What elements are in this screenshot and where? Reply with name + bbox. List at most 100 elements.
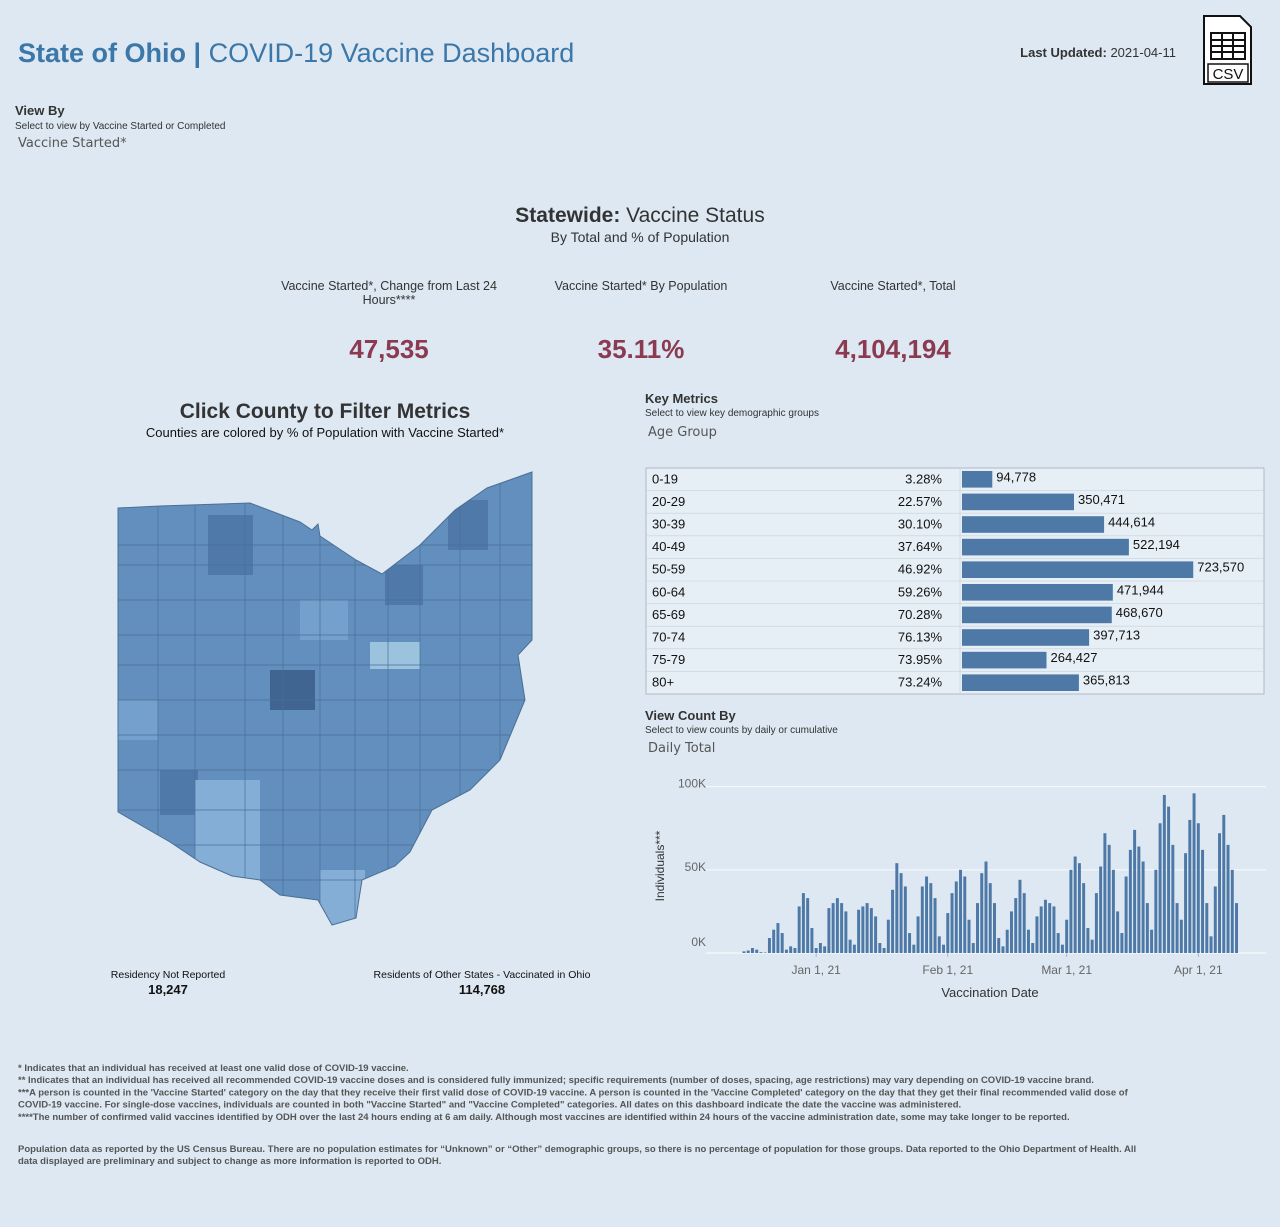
age-percent: 73.24% <box>898 675 943 690</box>
daily-bar <box>1023 893 1026 953</box>
map-note-value: 114,768 <box>459 982 505 997</box>
age-bar <box>962 539 1129 556</box>
age-bar <box>962 584 1113 601</box>
daily-bar <box>887 920 890 953</box>
daily-bar <box>785 950 788 953</box>
age-bar <box>962 652 1047 669</box>
daily-bar <box>1108 845 1111 953</box>
age-bar-label: 264,427 <box>1051 650 1098 665</box>
daily-bar <box>895 863 898 953</box>
key-metrics-title: Key Metrics <box>645 391 718 406</box>
county[interactable] <box>118 700 158 740</box>
csv-download[interactable]: CSV <box>1204 16 1251 84</box>
statewide-rest: Vaccine Status <box>626 204 765 227</box>
daily-bar <box>827 908 830 953</box>
daily-bar <box>759 952 762 953</box>
county[interactable] <box>385 565 423 605</box>
view-by-select[interactable]: Vaccine Started* <box>18 136 127 151</box>
daily-bar <box>874 916 877 953</box>
map-note-label: Residents of Other States - Vaccinated i… <box>374 969 591 981</box>
key-metrics-hint: Select to view key demographic groups <box>645 408 819 419</box>
daily-bar <box>1180 920 1183 953</box>
page-title: State of Ohio | COVID-19 Vaccine Dashboa… <box>18 38 574 68</box>
daily-bar <box>1099 867 1102 954</box>
daily-bar <box>1231 870 1234 953</box>
daily-bar <box>1065 920 1068 953</box>
daily-bar <box>972 943 975 953</box>
daily-bar <box>1167 807 1170 953</box>
age-group: 60-64 <box>652 584 685 599</box>
daily-bar <box>1214 886 1217 953</box>
daily-bar <box>1163 795 1166 953</box>
age-bar-label: 723,570 <box>1197 560 1244 575</box>
daily-bar <box>1082 883 1085 953</box>
footnote: ** Indicates that an individual has rece… <box>18 1075 1094 1086</box>
footnote: COVID-19 vaccine. For single-dose vaccin… <box>18 1100 961 1111</box>
daily-bar <box>963 876 966 953</box>
daily-bar <box>857 910 860 953</box>
daily-bar <box>849 940 852 953</box>
daily-bar <box>1222 815 1225 953</box>
daily-bar <box>980 873 983 953</box>
daily-bar <box>1103 833 1106 953</box>
last-updated: Last Updated: 2021-04-11 <box>1020 45 1176 60</box>
statewide-bold: Statewide: <box>515 204 620 227</box>
daily-bar <box>1150 930 1153 953</box>
county[interactable] <box>160 770 198 815</box>
kpi-value: 47,535 <box>349 334 429 364</box>
daily-bar <box>1044 900 1047 953</box>
daily-bar <box>1210 936 1213 953</box>
view-count-select[interactable]: Daily Total <box>648 741 715 756</box>
daily-bar <box>1146 903 1149 953</box>
daily-bar <box>1010 911 1013 953</box>
daily-bar <box>993 903 996 953</box>
age-percent: 3.28% <box>905 471 942 486</box>
daily-bar <box>840 903 843 953</box>
daily-bar <box>1188 820 1191 953</box>
daily-bar <box>747 951 750 953</box>
daily-bar <box>917 916 920 953</box>
daily-bar <box>742 951 745 953</box>
daily-bar <box>1218 833 1221 953</box>
view-by-hint: Select to view by Vaccine Started or Com… <box>15 121 225 132</box>
daily-bar <box>1205 903 1208 953</box>
daily-bar <box>1235 903 1238 953</box>
daily-bar <box>1006 930 1009 953</box>
kpi-label: Vaccine Started* By Population <box>555 279 728 293</box>
age-bar-label: 468,670 <box>1116 605 1163 620</box>
daily-bar <box>951 893 954 953</box>
daily-bar <box>1001 946 1004 953</box>
daily-bar <box>789 946 792 953</box>
csv-label[interactable]: CSV <box>1213 66 1244 83</box>
age-bar <box>962 471 992 488</box>
y-tick-label: 0K <box>691 935 706 949</box>
daily-bar <box>934 898 937 953</box>
age-group: 70-74 <box>652 630 685 645</box>
x-tick-label: Feb 1, 21 <box>922 963 973 977</box>
daily-bar <box>1125 876 1128 953</box>
daily-bar <box>832 903 835 953</box>
age-bar <box>962 516 1104 533</box>
daily-bar <box>925 876 928 953</box>
y-tick-label: 50K <box>685 860 706 874</box>
county[interactable] <box>270 670 315 710</box>
daily-bar <box>853 945 856 953</box>
daily-bar <box>798 906 801 953</box>
daily-bar <box>1112 870 1115 953</box>
footnote: ***A person is counted in the 'Vaccine S… <box>18 1087 1129 1098</box>
daily-bar <box>929 883 932 953</box>
y-tick-label: 100K <box>678 777 706 791</box>
key-metrics-select[interactable]: Age Group <box>648 425 717 440</box>
county[interactable] <box>300 600 348 640</box>
daily-bar <box>768 938 771 953</box>
age-group: 75-79 <box>652 652 685 667</box>
daily-bar <box>997 938 1000 953</box>
daily-bar <box>1227 845 1230 953</box>
daily-bar <box>1074 857 1077 953</box>
population-note: data displayed are preliminary and subje… <box>18 1156 441 1167</box>
kpi-value: 4,104,194 <box>835 334 951 364</box>
daily-bar <box>793 948 796 953</box>
daily-bar <box>861 906 864 953</box>
